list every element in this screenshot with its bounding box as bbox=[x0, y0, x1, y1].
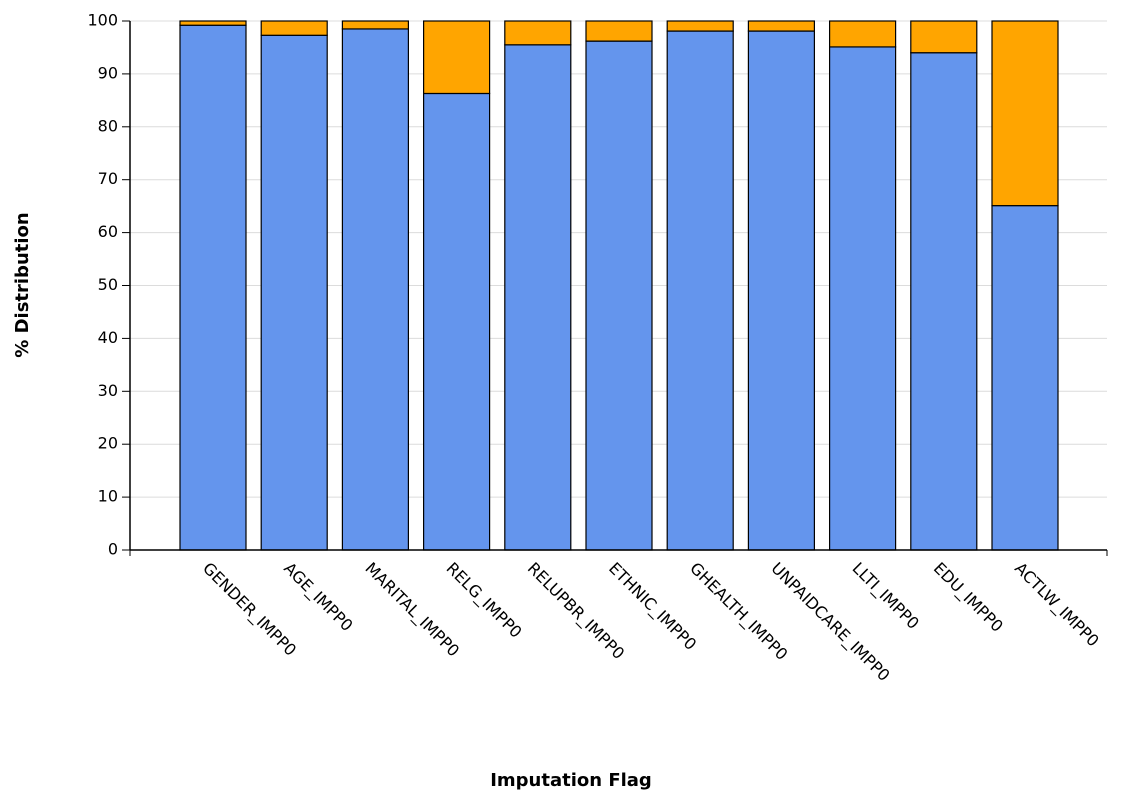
bar-segment bbox=[585, 20, 653, 42]
bar-segment bbox=[910, 20, 978, 54]
bar-segment bbox=[341, 20, 409, 30]
bar-segment bbox=[666, 30, 734, 551]
bar-segment bbox=[179, 20, 247, 26]
y-tick-label: 80 bbox=[98, 116, 118, 135]
bar-segment bbox=[423, 92, 491, 551]
y-tick-label: 40 bbox=[98, 328, 118, 347]
bar-segment bbox=[341, 28, 409, 551]
bar-segment bbox=[828, 20, 897, 48]
y-tick-label: 0 bbox=[108, 540, 118, 559]
bar-segment bbox=[504, 20, 572, 46]
y-tick-label: 90 bbox=[98, 63, 118, 82]
y-tick-label: 50 bbox=[98, 275, 118, 294]
y-tick-label: 30 bbox=[98, 381, 118, 400]
bar-segment bbox=[504, 44, 572, 551]
bar-segment bbox=[991, 205, 1059, 551]
x-axis-title: Imputation Flag bbox=[490, 770, 652, 791]
y-tick-label: 60 bbox=[98, 222, 118, 241]
bar-segment bbox=[423, 20, 491, 95]
bar-segment bbox=[260, 20, 328, 36]
bar-segment bbox=[666, 20, 734, 32]
x-tick-label: AGE_IMPP0 bbox=[279, 559, 356, 636]
bar-segment bbox=[828, 46, 897, 551]
y-tick-label: 100 bbox=[87, 11, 118, 30]
bar-segment bbox=[260, 34, 328, 551]
bar-segment bbox=[991, 20, 1059, 207]
bar-segment bbox=[747, 20, 816, 32]
bar-segment bbox=[179, 24, 247, 551]
bar-segment bbox=[747, 30, 816, 551]
bar-segment bbox=[585, 40, 653, 551]
y-tick-label: 10 bbox=[98, 487, 118, 506]
y-tick-label: 70 bbox=[98, 169, 118, 188]
x-tick-label: EDU_IMPP0 bbox=[929, 559, 1007, 637]
y-tick-label: 20 bbox=[98, 434, 118, 453]
x-tick-label: RELG_IMPP0 bbox=[442, 559, 526, 643]
x-tick-label: ACTLW_IMPP0 bbox=[1010, 559, 1103, 652]
bar-segment bbox=[910, 52, 978, 551]
x-tick-label: LLTI_IMPP0 bbox=[848, 559, 923, 634]
y-axis-title: % Distribution bbox=[12, 212, 33, 357]
